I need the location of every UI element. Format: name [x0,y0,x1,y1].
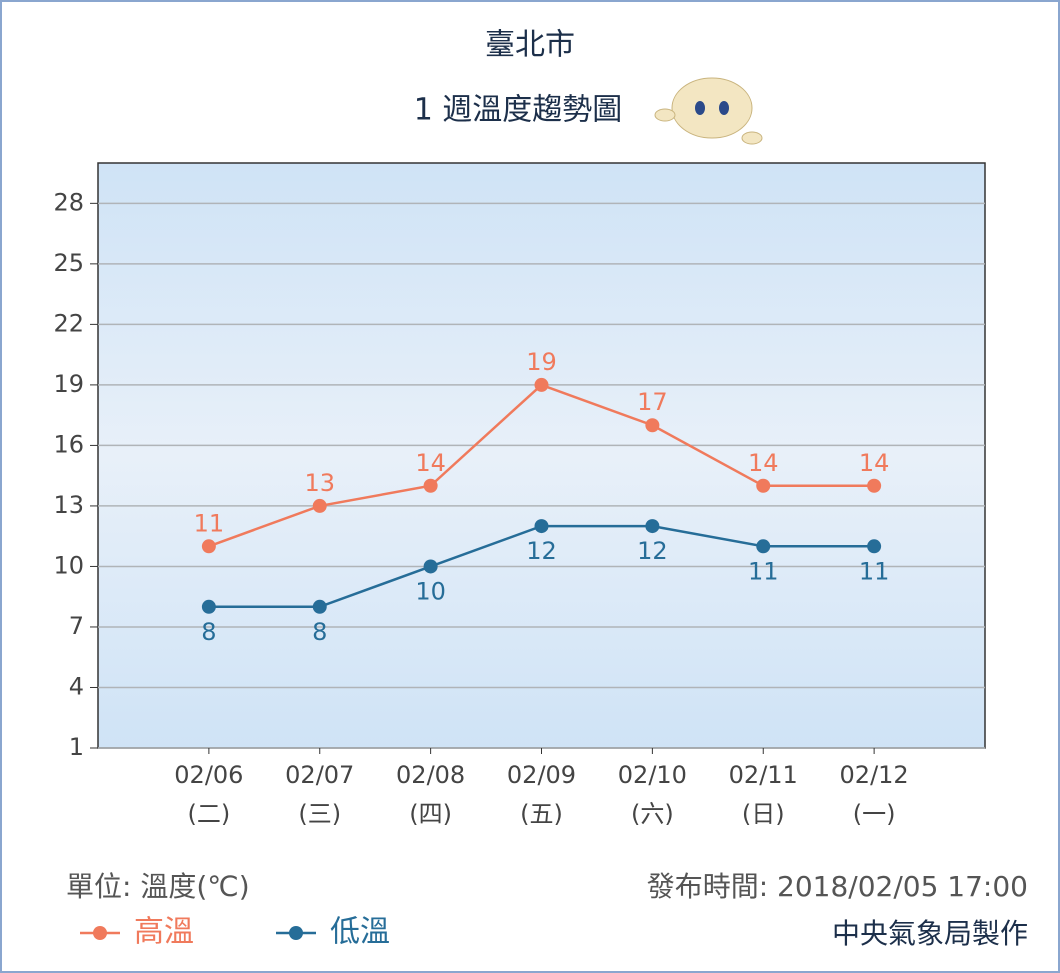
x-weekday-label: (日) [742,800,785,828]
point [867,539,882,554]
x-tick-label: 02/06 [174,761,243,789]
data-label: 19 [526,348,557,376]
chart-title: 臺北市 [485,28,575,63]
data-label: 8 [312,618,327,646]
x-tick-label: 02/10 [618,761,687,789]
y-tick-label: 10 [53,551,84,579]
data-label: 13 [304,469,335,497]
y-tick-label: 22 [53,309,84,337]
x-weekday-label: (三) [298,800,341,828]
legend-marker [289,926,303,940]
x-weekday-label: (一) [853,800,896,828]
data-label: 11 [748,557,779,585]
unit-label: 單位: 溫度(℃) [66,870,250,903]
legend-label: 高溫 [134,915,194,950]
point [534,377,549,392]
data-label: 8 [201,618,216,646]
point [312,599,327,614]
point [534,519,549,534]
data-label: 11 [194,509,225,537]
x-weekday-label: (六) [631,800,674,828]
point [645,519,660,534]
y-tick-label: 28 [53,188,84,216]
x-tick-label: 02/12 [840,761,909,789]
point [867,478,882,493]
point [201,539,216,554]
point [756,478,771,493]
issued-time: 發布時間: 2018/02/05 17:00 [647,870,1028,903]
data-label: 14 [748,449,779,477]
point [423,478,438,493]
x-weekday-label: (五) [520,800,563,828]
x-tick-label: 02/07 [285,761,354,789]
x-weekday-label: (二) [188,800,231,828]
y-tick-label: 19 [53,370,84,398]
data-label: 10 [415,577,446,605]
data-label: 14 [415,449,446,477]
y-tick-label: 13 [53,491,84,519]
data-label: 11 [859,557,890,585]
data-label: 17 [637,388,668,416]
legend-label: 低溫 [330,915,390,950]
x-weekday-label: (四) [409,800,452,828]
point [201,599,216,614]
point [423,559,438,574]
x-tick-label: 02/09 [507,761,576,789]
y-tick-label: 16 [53,430,84,458]
data-label: 12 [526,537,557,565]
data-label: 14 [859,449,890,477]
y-tick-label: 25 [53,249,84,277]
plot-area [97,162,986,749]
point [756,539,771,554]
y-tick-label: 7 [69,612,84,640]
x-tick-label: 02/08 [396,761,465,789]
credit: 中央氣象局製作 [832,917,1028,950]
legend-marker [93,926,107,940]
chart-subtitle: 1 週溫度趨勢圖 [414,93,623,128]
point [312,498,327,513]
mascot [654,77,763,145]
y-tick-label: 4 [69,672,84,700]
point [645,418,660,433]
y-tick-label: 1 [69,733,84,761]
data-label: 12 [637,537,668,565]
x-tick-label: 02/11 [729,761,798,789]
